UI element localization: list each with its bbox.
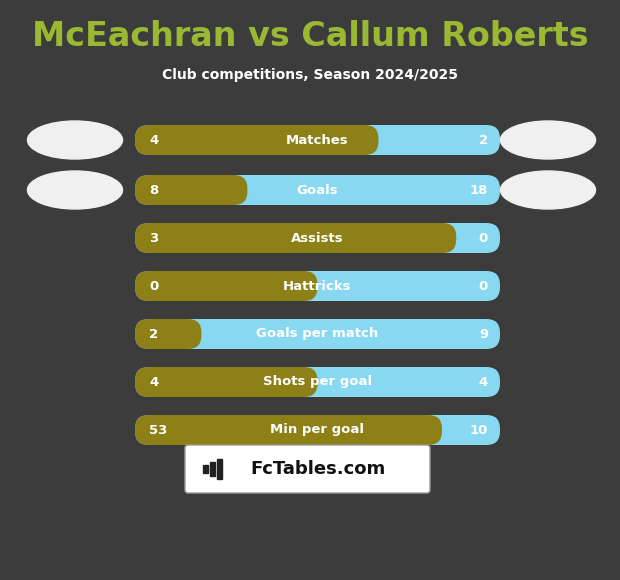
FancyBboxPatch shape — [135, 271, 317, 301]
Text: Shots per goal: Shots per goal — [263, 375, 372, 389]
Text: 0: 0 — [479, 280, 488, 292]
FancyBboxPatch shape — [135, 319, 202, 349]
Text: 8: 8 — [149, 183, 158, 197]
Text: 0: 0 — [479, 231, 488, 245]
Text: Assists: Assists — [291, 231, 344, 245]
Text: 4: 4 — [479, 375, 488, 389]
Text: 18: 18 — [469, 183, 488, 197]
Text: 9: 9 — [479, 328, 488, 340]
Text: 0: 0 — [149, 280, 158, 292]
Ellipse shape — [500, 121, 595, 159]
FancyBboxPatch shape — [135, 125, 500, 155]
FancyBboxPatch shape — [135, 319, 500, 349]
Text: 2: 2 — [149, 328, 158, 340]
Text: Goals per match: Goals per match — [257, 328, 379, 340]
Text: 22 february 2025: 22 february 2025 — [242, 478, 378, 492]
FancyBboxPatch shape — [135, 415, 442, 445]
FancyBboxPatch shape — [135, 415, 500, 445]
Text: 3: 3 — [149, 231, 158, 245]
Bar — [217, 459, 222, 479]
Ellipse shape — [27, 121, 123, 159]
Text: Matches: Matches — [286, 133, 349, 147]
Ellipse shape — [27, 171, 123, 209]
FancyBboxPatch shape — [135, 223, 456, 253]
Text: 2: 2 — [479, 133, 488, 147]
FancyBboxPatch shape — [135, 367, 317, 397]
Text: Min per goal: Min per goal — [270, 423, 365, 437]
Text: 4: 4 — [149, 133, 158, 147]
FancyBboxPatch shape — [135, 367, 500, 397]
Text: FcTables.com: FcTables.com — [250, 460, 385, 478]
FancyBboxPatch shape — [135, 271, 500, 301]
FancyBboxPatch shape — [185, 445, 430, 493]
Text: 10: 10 — [469, 423, 488, 437]
FancyBboxPatch shape — [135, 125, 378, 155]
Bar — [203, 465, 208, 473]
Text: Club competitions, Season 2024/2025: Club competitions, Season 2024/2025 — [162, 68, 458, 82]
FancyBboxPatch shape — [135, 175, 247, 205]
FancyBboxPatch shape — [135, 223, 500, 253]
Text: Hattricks: Hattricks — [283, 280, 352, 292]
Text: 53: 53 — [149, 423, 167, 437]
Text: 4: 4 — [149, 375, 158, 389]
Ellipse shape — [500, 171, 595, 209]
Text: McEachran vs Callum Roberts: McEachran vs Callum Roberts — [32, 20, 588, 53]
Text: Goals: Goals — [297, 183, 339, 197]
FancyBboxPatch shape — [135, 175, 500, 205]
Bar — [210, 462, 215, 476]
